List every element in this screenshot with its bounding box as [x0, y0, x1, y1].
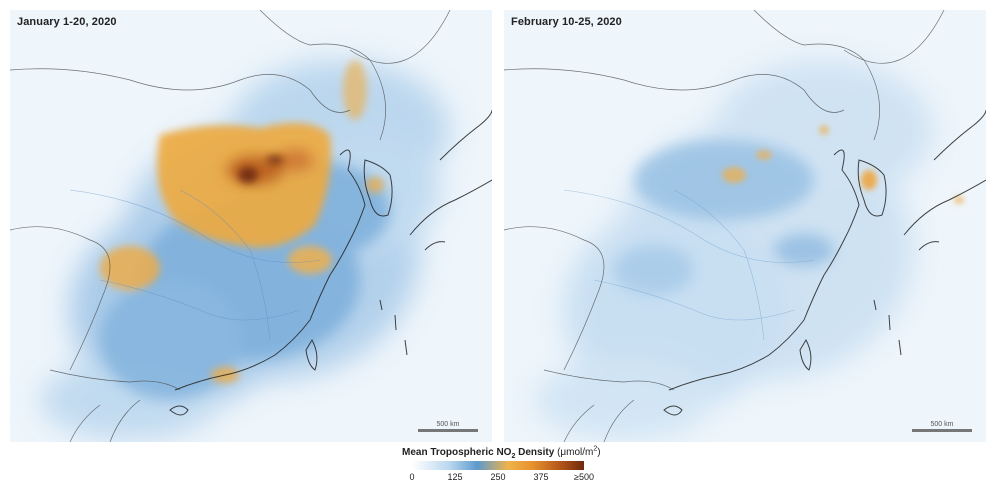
- no2-map-january: [10, 10, 492, 442]
- scale-label: 500 km: [436, 421, 460, 428]
- legend-title: Mean Tropospheric NO2 Density (μmol/m2): [402, 446, 601, 461]
- map-panel-january: January 1-20, 2020 500 km: [10, 10, 492, 442]
- scale-line: [912, 429, 972, 432]
- no2-map-february: [504, 10, 986, 442]
- legend-tick: 0: [409, 472, 415, 482]
- legend-title-suffix: Density: [515, 447, 558, 459]
- legend-tick: ≥500: [574, 472, 594, 482]
- panel-title: January 1-20, 2020: [17, 16, 117, 28]
- legend-tick: 250: [490, 472, 506, 482]
- legend-title-sub: 2: [511, 453, 516, 461]
- legend-units-prefix: (μmol/m: [557, 447, 594, 459]
- panel-title: February 10-25, 2020: [511, 16, 622, 28]
- legend-title-main: Mean Tropospheric NO: [402, 447, 512, 459]
- legend-tick: 125: [447, 472, 463, 482]
- scale-bar: 500 km: [912, 421, 972, 432]
- legend-units-suffix: ): [597, 447, 601, 459]
- legend-tick: 375: [533, 472, 549, 482]
- legend-units-sup: 2: [593, 446, 598, 453]
- map-panel-february: February 10-25, 2020 500 km: [504, 10, 986, 442]
- scale-bar: 500 km: [418, 421, 478, 432]
- scale-label: 500 km: [930, 421, 954, 428]
- legend-color-bar: [412, 461, 584, 470]
- color-legend: Mean Tropospheric NO2 Density (μmol/m2) …: [402, 446, 601, 484]
- scale-line: [418, 429, 478, 432]
